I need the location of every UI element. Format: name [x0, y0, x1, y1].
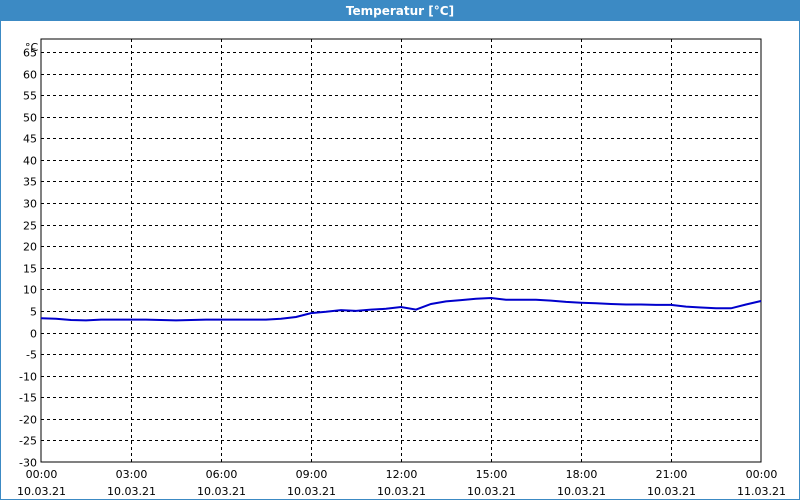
y-tick-label: 45: [23, 133, 37, 146]
y-axis-unit-label: °C: [25, 41, 39, 54]
y-tick-label: -25: [19, 435, 37, 448]
x-tick-time-label: 21:00: [656, 468, 688, 481]
x-tick-date-label: 10.03.21: [647, 485, 696, 498]
y-tick-label: 60: [23, 69, 37, 82]
plot-frame: [40, 38, 762, 463]
y-tick-label: -10: [19, 371, 37, 384]
y-tick-label: 10: [23, 284, 37, 297]
y-tick-label: 5: [30, 306, 37, 319]
x-tick-time-label: 00:00: [26, 468, 58, 481]
y-tick-label: 35: [23, 176, 37, 189]
y-tick-label: 15: [23, 263, 37, 276]
x-tick-time-label: 03:00: [116, 468, 148, 481]
x-tick-date-label: 10.03.21: [287, 485, 336, 498]
window-title: Temperatur [°C]: [1, 1, 799, 21]
y-tick-label: 0: [30, 328, 37, 341]
x-tick-date-label: 11.03.21: [737, 485, 786, 498]
y-tick-label: 20: [23, 241, 37, 254]
x-tick-time-label: 00:00: [746, 468, 778, 481]
y-tick-label: 55: [23, 90, 37, 103]
x-tick-date-label: 10.03.21: [197, 485, 246, 498]
grid: [41, 39, 761, 462]
y-tick-label: 30: [23, 198, 37, 211]
y-tick-label: -30: [19, 457, 37, 470]
y-tick-label: 40: [23, 155, 37, 168]
temperature-chart: 65605550454035302520151050-5-10-15-20-25…: [17, 38, 786, 498]
x-tick-date-label: 10.03.21: [467, 485, 516, 498]
x-tick-time-label: 09:00: [296, 468, 328, 481]
x-tick-date-label: 10.03.21: [17, 485, 66, 498]
y-tick-label: -5: [26, 349, 37, 362]
y-tick-label: 65: [23, 47, 37, 60]
y-tick-label: -15: [19, 392, 37, 405]
x-tick-time-label: 15:00: [476, 468, 508, 481]
y-tick-label: -20: [19, 414, 37, 427]
y-tick-label: 25: [23, 220, 37, 233]
x-tick-date-label: 10.03.21: [557, 485, 606, 498]
x-tick-time-label: 18:00: [566, 468, 598, 481]
temperature-series-line: [40, 296, 762, 322]
x-tick-time-label: 06:00: [206, 468, 238, 481]
x-tick-date-label: 10.03.21: [107, 485, 156, 498]
y-axis-labels: 65605550454035302520151050-5-10-15-20-25…: [19, 47, 37, 470]
x-tick-date-label: 10.03.21: [377, 485, 426, 498]
x-tick-time-label: 12:00: [386, 468, 418, 481]
x-axis-labels: 00:00 10.03.21 03:00 10.03.21 06:00 10.03.21 0…: [17, 468, 786, 498]
y-tick-label: 50: [23, 112, 37, 125]
